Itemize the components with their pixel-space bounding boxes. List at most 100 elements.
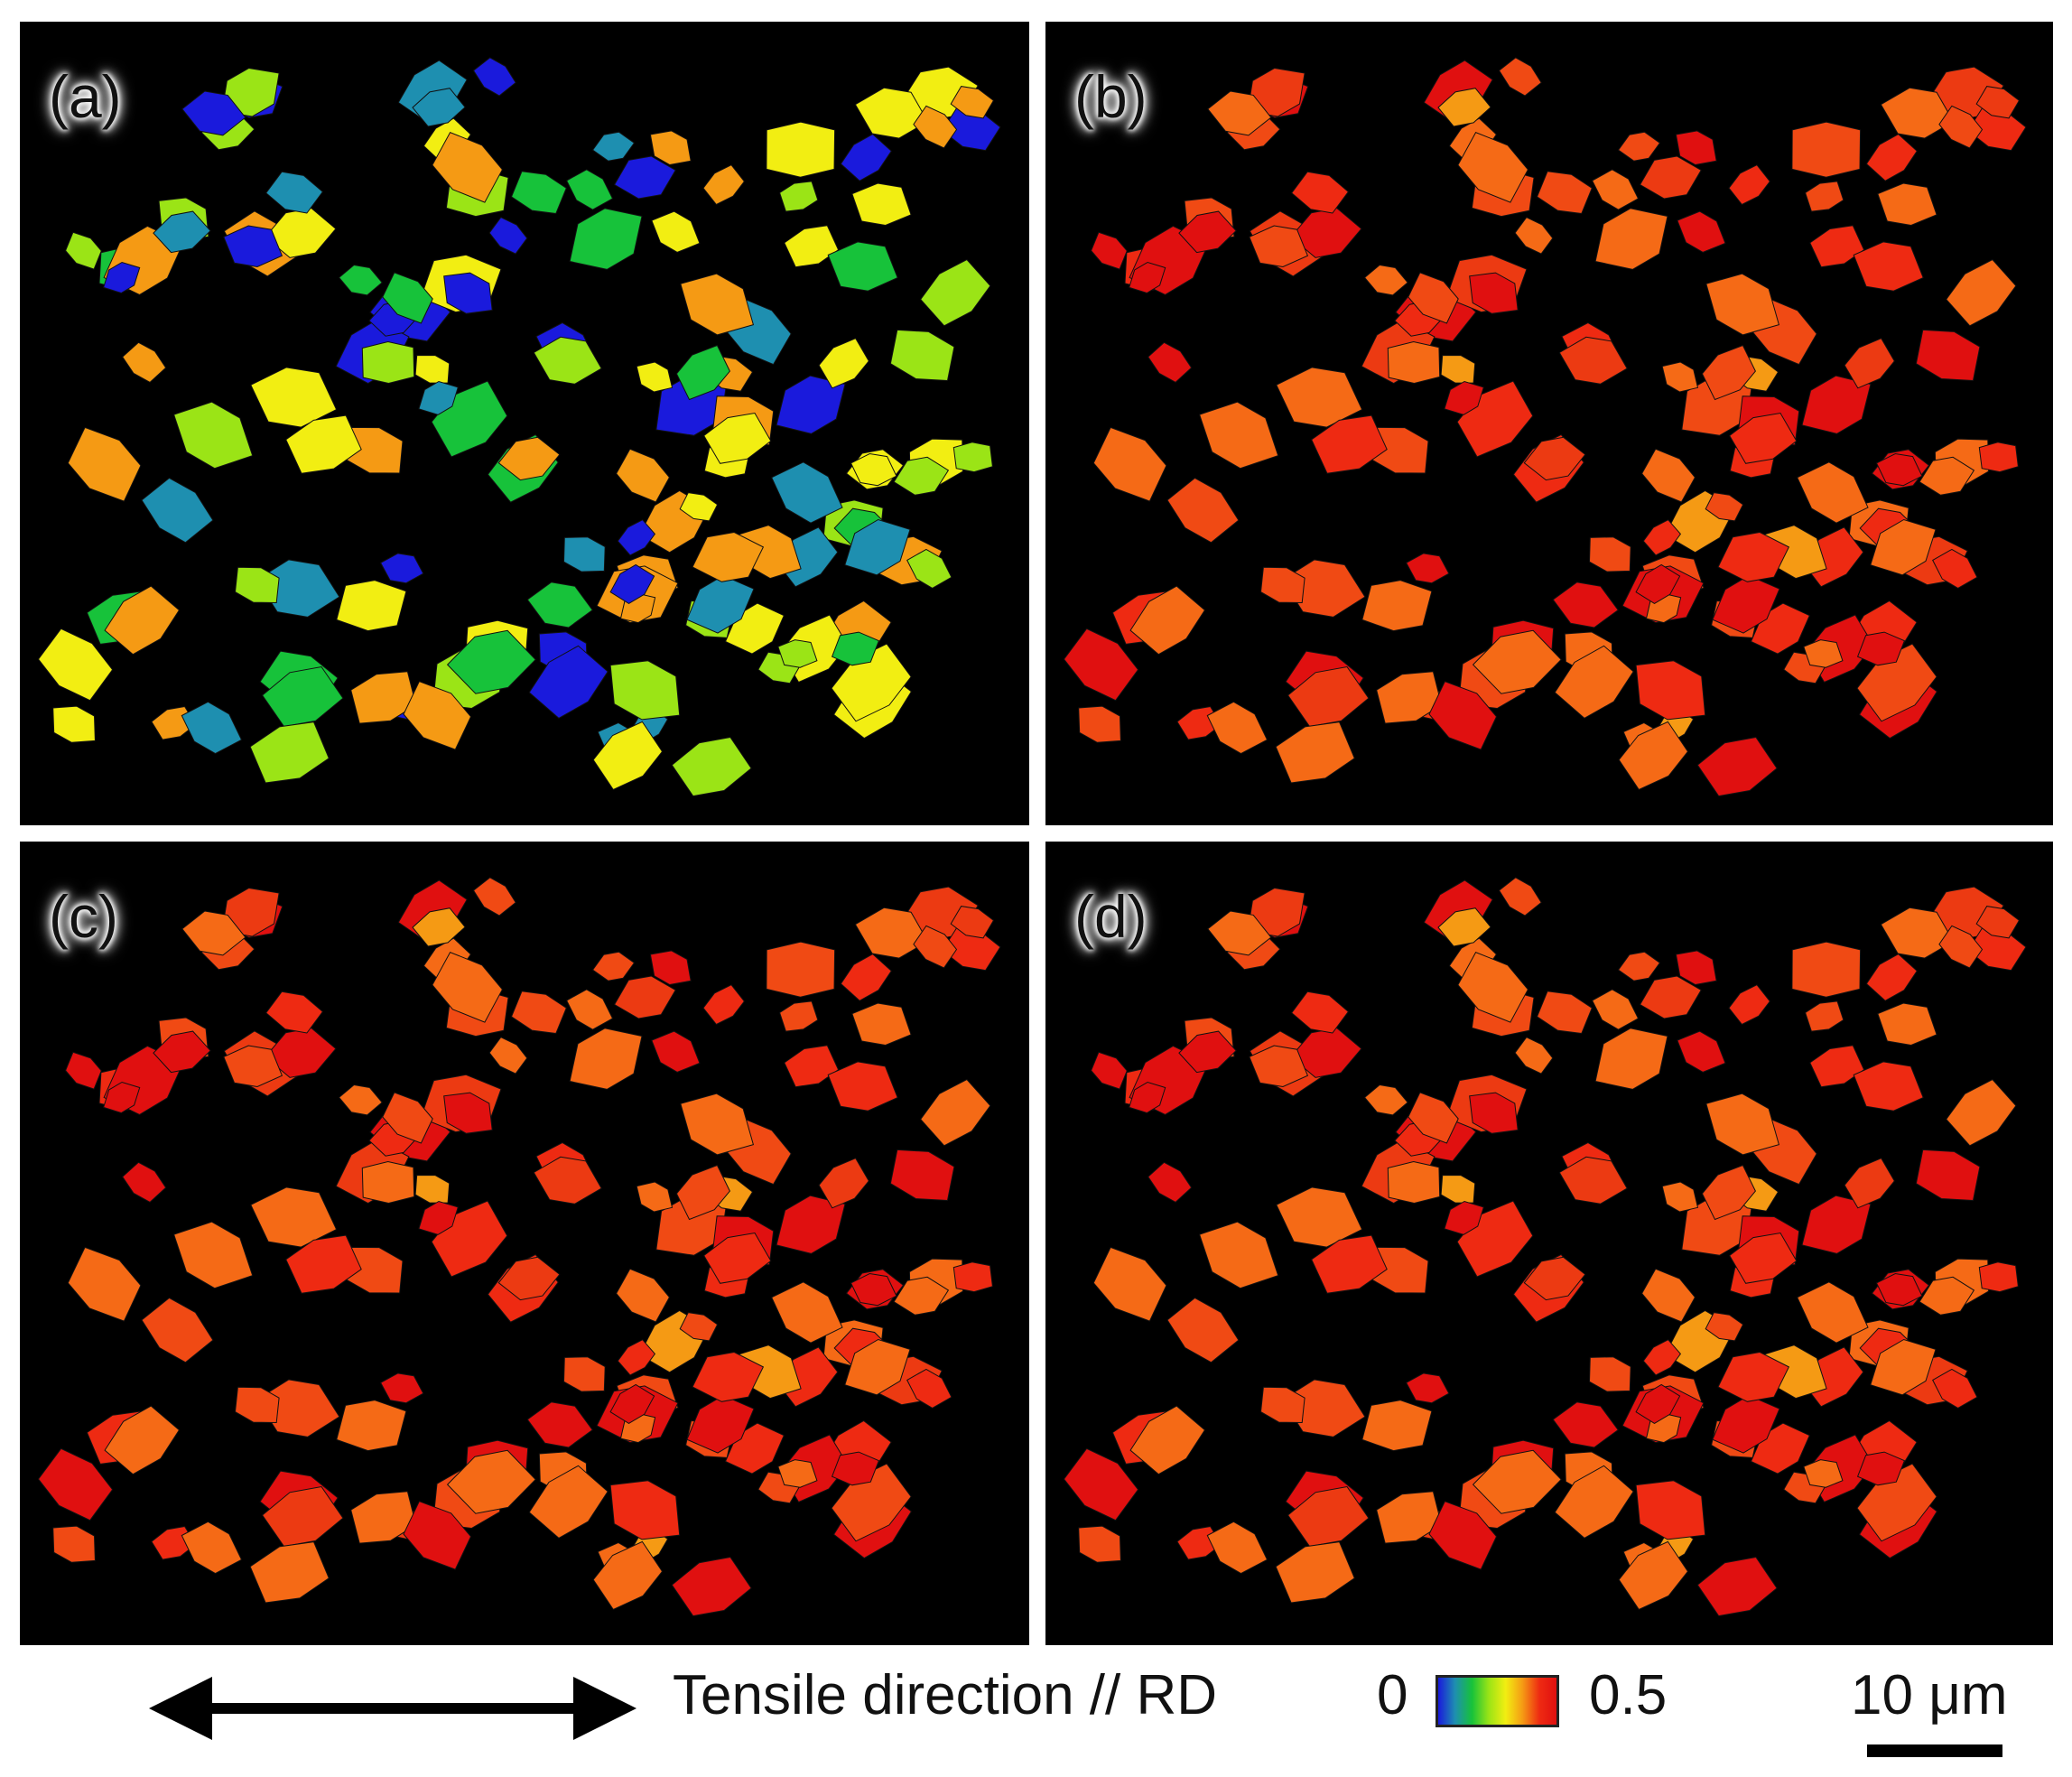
grain bbox=[950, 86, 995, 119]
grain bbox=[250, 1186, 338, 1248]
grain bbox=[446, 629, 536, 694]
grain bbox=[1938, 105, 1984, 149]
grain bbox=[1805, 1000, 1844, 1032]
grain bbox=[172, 401, 254, 470]
grain bbox=[1129, 261, 1166, 294]
grain bbox=[1387, 1160, 1441, 1205]
grain bbox=[609, 1383, 655, 1424]
grain bbox=[1498, 57, 1542, 97]
grain bbox=[1978, 1261, 2019, 1293]
grain bbox=[338, 264, 383, 296]
grain bbox=[1801, 375, 1872, 434]
grain bbox=[1428, 681, 1498, 750]
grain bbox=[414, 355, 451, 384]
grain bbox=[893, 1276, 950, 1316]
grain bbox=[1147, 341, 1193, 384]
grain bbox=[889, 329, 955, 382]
grain bbox=[1147, 1161, 1193, 1204]
grain bbox=[265, 991, 324, 1034]
grain bbox=[679, 1312, 719, 1342]
grain bbox=[1457, 951, 1529, 1023]
panel-label-d: (d) bbox=[1074, 883, 1147, 950]
grain bbox=[488, 217, 528, 255]
grain bbox=[379, 553, 424, 584]
grain bbox=[526, 581, 593, 628]
grain bbox=[221, 67, 280, 117]
grain bbox=[104, 585, 181, 656]
grain bbox=[1617, 131, 1661, 162]
grain bbox=[777, 639, 818, 668]
grain bbox=[702, 164, 746, 206]
grain bbox=[336, 1400, 407, 1452]
grain bbox=[636, 361, 674, 393]
grain bbox=[893, 456, 950, 496]
grain bbox=[592, 1540, 664, 1611]
grain bbox=[562, 1356, 606, 1392]
grain bbox=[234, 566, 280, 604]
grain bbox=[1978, 442, 2019, 473]
grain bbox=[418, 1200, 459, 1235]
grain bbox=[1078, 1525, 1121, 1563]
grain bbox=[1877, 1002, 1937, 1047]
grain bbox=[1712, 574, 1780, 634]
grain bbox=[1469, 1092, 1519, 1134]
grain bbox=[1865, 953, 1918, 1001]
grain bbox=[1591, 169, 1640, 210]
grain bbox=[784, 1045, 840, 1088]
grain bbox=[1523, 1256, 1586, 1301]
grain bbox=[122, 1161, 167, 1204]
grain bbox=[256, 559, 340, 618]
grain bbox=[1791, 121, 1862, 178]
grain bbox=[779, 1000, 819, 1032]
panel-c: (c) bbox=[20, 842, 1029, 1645]
grain bbox=[1938, 925, 1984, 969]
grain bbox=[686, 1394, 755, 1454]
grain bbox=[920, 258, 991, 327]
grain bbox=[851, 1002, 912, 1047]
grain bbox=[675, 1164, 730, 1221]
grain bbox=[1405, 553, 1450, 584]
grain bbox=[1552, 581, 1619, 628]
grain bbox=[249, 1541, 330, 1604]
grain bbox=[103, 1081, 141, 1114]
grain bbox=[122, 341, 167, 384]
grain bbox=[223, 225, 283, 268]
grain bbox=[1558, 336, 1628, 385]
grain bbox=[1696, 736, 1778, 797]
grain bbox=[1915, 1149, 1981, 1202]
grain bbox=[1705, 492, 1744, 522]
grain bbox=[65, 231, 102, 270]
grain bbox=[1361, 1400, 1433, 1452]
grain bbox=[591, 131, 636, 162]
grain bbox=[1166, 1297, 1240, 1363]
grain bbox=[1437, 907, 1491, 947]
grain bbox=[261, 1485, 344, 1548]
grain bbox=[382, 1092, 433, 1144]
grain bbox=[104, 1405, 181, 1475]
grain bbox=[1594, 1028, 1668, 1090]
grain bbox=[1249, 1045, 1309, 1088]
grain bbox=[350, 671, 417, 724]
grain bbox=[840, 133, 892, 181]
grain bbox=[1915, 329, 1981, 382]
grain bbox=[1717, 531, 1790, 582]
grain bbox=[1063, 628, 1139, 702]
grain bbox=[1975, 86, 2021, 119]
grain bbox=[771, 1281, 843, 1344]
grain bbox=[526, 1401, 593, 1448]
scale-bar-label: 10 μm bbox=[1851, 1664, 2008, 1726]
grain bbox=[1594, 208, 1668, 270]
grain bbox=[1259, 1386, 1305, 1424]
grain bbox=[1311, 414, 1388, 474]
grain bbox=[432, 131, 504, 203]
grain bbox=[1635, 1383, 1681, 1424]
grain bbox=[671, 1556, 752, 1617]
grain bbox=[443, 272, 493, 314]
grain bbox=[1428, 1501, 1498, 1570]
grain bbox=[1701, 1164, 1756, 1221]
grain bbox=[382, 272, 433, 324]
grain bbox=[1635, 1480, 1706, 1540]
grain bbox=[1207, 910, 1272, 956]
grain bbox=[153, 1030, 211, 1074]
grain bbox=[234, 1386, 280, 1424]
